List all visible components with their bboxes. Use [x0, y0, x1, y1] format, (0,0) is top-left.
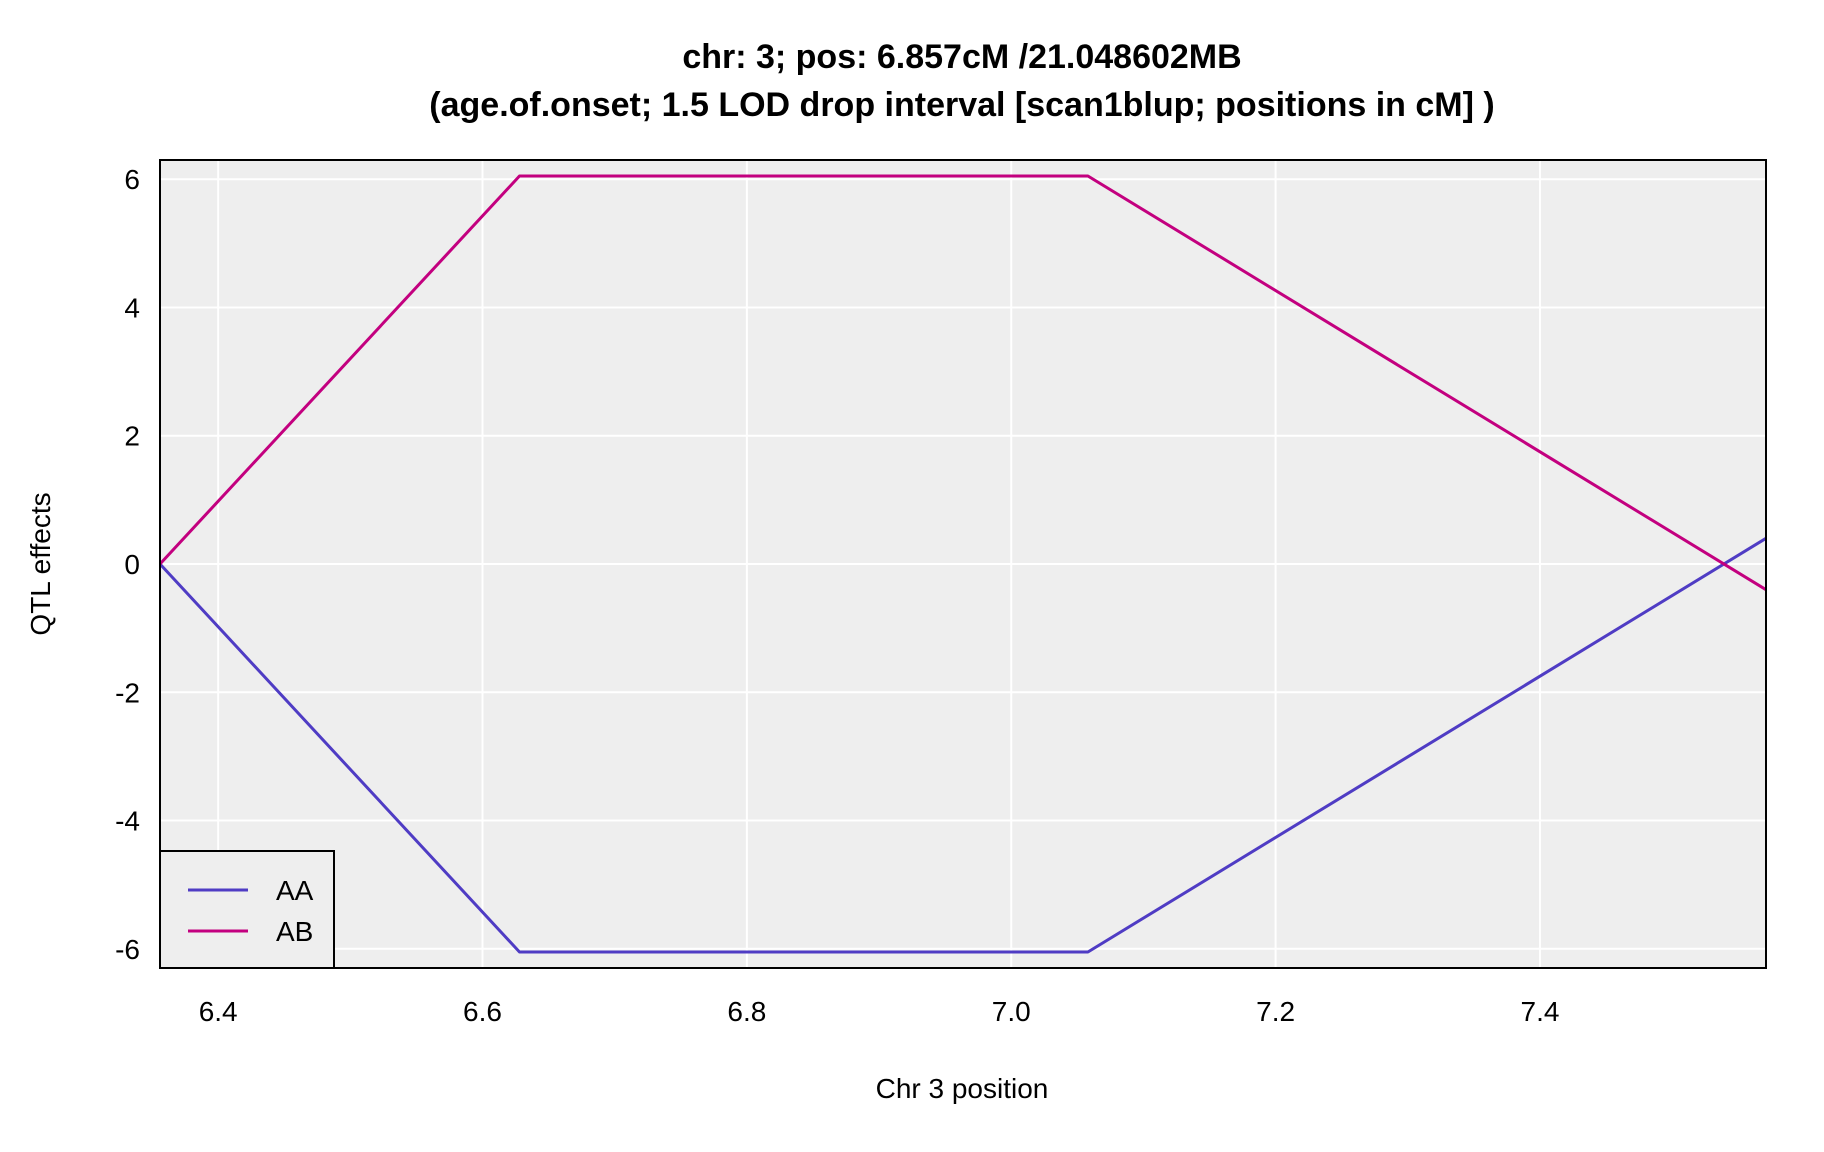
chart-title-line2: (age.of.onset; 1.5 LOD drop interval [sc…: [429, 86, 1494, 124]
y-tick-label: -6: [115, 934, 140, 965]
y-tick-label: 6: [124, 164, 140, 195]
y-axis-label: QTL effects: [25, 492, 56, 635]
x-axis-ticks: 6.4 6.6 6.8 7.0 7.2 7.4: [199, 996, 1560, 1027]
legend-label-ab: AB: [276, 916, 313, 947]
x-tick-label: 6.6: [463, 996, 502, 1027]
plot-frame: [159, 159, 1767, 969]
series-lines: [158, 174, 1767, 954]
series-line-aa: [158, 537, 1767, 954]
series-line-ab: [158, 174, 1767, 591]
chart-title-line1: chr: 3; pos: 6.857cM /21.048602MB: [682, 38, 1241, 76]
y-tick-label: -2: [115, 677, 140, 708]
x-tick-label: 7.2: [1256, 996, 1295, 1027]
x-tick-label: 7.0: [992, 996, 1031, 1027]
y-tick-label: 4: [124, 292, 140, 323]
legend-box: [159, 850, 335, 969]
y-axis-ticks: -6 -4 -2 0 2 4 6: [115, 164, 140, 965]
y-tick-label: -4: [115, 806, 140, 837]
x-tick-label: 7.4: [1521, 996, 1560, 1027]
y-tick-label: 0: [124, 549, 140, 580]
legend: AA AB: [159, 850, 335, 969]
y-tick-label: 2: [124, 421, 140, 452]
x-tick-label: 6.4: [199, 996, 238, 1027]
grid-lines: [160, 160, 1766, 968]
legend-label-aa: AA: [276, 875, 314, 906]
x-tick-label: 6.8: [727, 996, 766, 1027]
x-axis-label: Chr 3 position: [876, 1073, 1049, 1104]
